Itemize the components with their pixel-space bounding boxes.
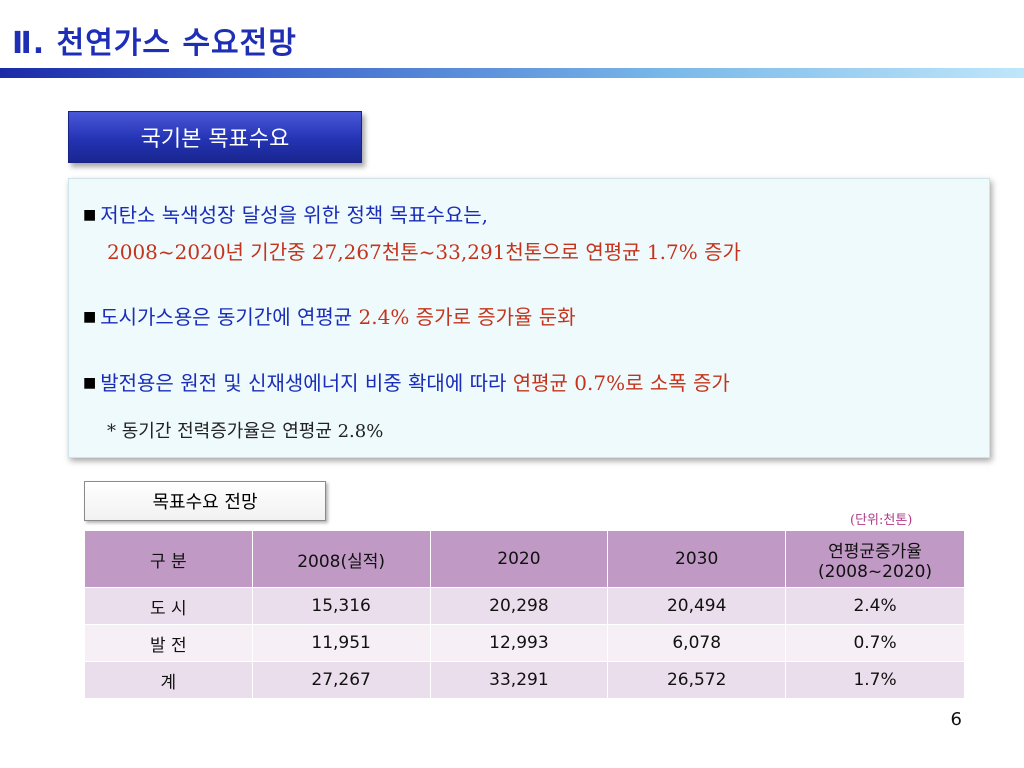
header-category: 구 분 <box>84 530 253 588</box>
cell: 1.7% <box>785 661 965 699</box>
header-growth-rate: 연평균증가율 (2008~2020) <box>785 530 965 588</box>
cell: 2.4% <box>785 587 965 625</box>
cell: 0.7% <box>785 624 965 662</box>
square-bullet-icon: ■ <box>83 309 97 325</box>
cell: 11,951 <box>251 624 431 662</box>
demand-table: 구 분 2008(실적) 2020 2030 연평균증가율 (2008~2020)… <box>84 530 965 699</box>
row-label: 도 시 <box>84 587 253 625</box>
cell: 6,078 <box>607 624 787 662</box>
bullet-1-line-1: ■ 저탄소 녹색성장 달성을 위한 정책 목표수요는, <box>83 203 488 227</box>
cell: 26,572 <box>607 661 787 699</box>
info-box: ■ 저탄소 녹색성장 달성을 위한 정책 목표수요는, 2008~2020년 기간… <box>68 178 990 458</box>
table-row: 발 전 11,951 12,993 6,078 0.7% <box>84 624 965 662</box>
cell: 33,291 <box>429 661 609 699</box>
square-bullet-icon: ■ <box>83 375 97 391</box>
table-label-tab[interactable]: 목표수요 전망 <box>84 481 326 521</box>
cell: 20,298 <box>429 587 609 625</box>
cell: 15,316 <box>251 587 431 625</box>
title-underline-bar <box>0 68 1024 78</box>
slide-title: Ⅱ. 천연가스 수요전망 <box>12 26 297 61</box>
table-header-row: 구 분 2008(실적) 2020 2030 연평균증가율 (2008~2020) <box>84 530 965 588</box>
table-row: 계 27,267 33,291 26,572 1.7% <box>84 661 965 699</box>
note-line: * 동기간 전력증가율은 연평균 2.8% <box>107 421 384 442</box>
header-2030: 2030 <box>607 530 787 588</box>
unit-label: (단위:천톤) <box>850 513 913 528</box>
bullet-2: ■ 도시가스용은 동기간에 연평균 2.4% 증가로 증가율 둔화 <box>83 305 576 329</box>
cell: 12,993 <box>429 624 609 662</box>
row-label: 발 전 <box>84 624 253 662</box>
header-2020: 2020 <box>429 530 609 588</box>
cell: 20,494 <box>607 587 787 625</box>
table-row: 도 시 15,316 20,298 20,494 2.4% <box>84 587 965 625</box>
header-2008: 2008(실적) <box>251 530 431 588</box>
section-label-button[interactable]: 국기본 목표수요 <box>68 111 362 163</box>
bullet-3: ■ 발전용은 원전 및 신재생에너지 비중 확대에 따라 연평균 0.7%로 소폭… <box>83 371 730 395</box>
row-label: 계 <box>84 661 253 699</box>
cell: 27,267 <box>251 661 431 699</box>
square-bullet-icon: ■ <box>83 207 97 223</box>
page-number: 6 <box>950 709 962 730</box>
bullet-1-line-2: 2008~2020년 기간중 27,267천톤~33,291천톤으로 연평균 1… <box>107 240 741 264</box>
